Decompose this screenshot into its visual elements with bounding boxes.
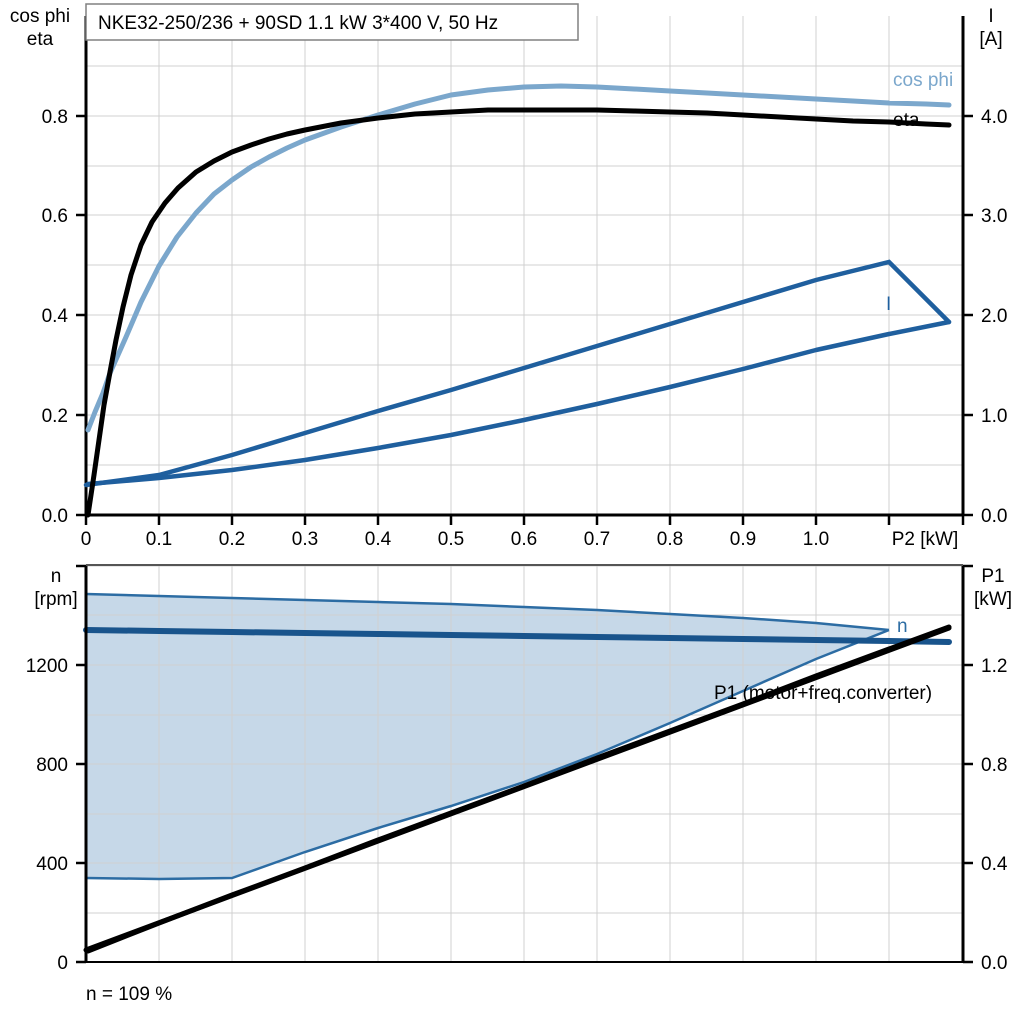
top-right-axis-label-line2: [A] — [979, 29, 1002, 50]
top-chart-horizontal-gridlines — [86, 65, 963, 466]
top-right-tick-0: 0.0 — [981, 506, 1007, 527]
top-right-axis-label-line1: I — [988, 6, 993, 27]
top-chart-right-ticks — [963, 114, 973, 517]
top-left-tick-3: 0.6 — [42, 206, 68, 227]
top-x-tick-6: 0.6 — [511, 529, 537, 550]
bottom-left-tick-3: 1200 — [26, 656, 68, 677]
bottom-right-tick-1: 0.4 — [981, 854, 1008, 875]
bottom-left-tick-1: 400 — [36, 854, 68, 875]
top-x-tick-4: 0.4 — [365, 529, 392, 550]
top-left-tick-0: 0.0 — [42, 506, 68, 527]
top-right-tick-3: 3.0 — [981, 206, 1007, 227]
top-x-tick-7: 0.7 — [584, 529, 610, 550]
eta-series-label: eta — [893, 110, 920, 131]
top-x-axis-label: P2 [kW] — [892, 529, 959, 550]
bottom-right-tick-2: 0.8 — [981, 755, 1007, 776]
bottom-left-axis-label-line1: n — [51, 566, 62, 587]
bottom-right-axis-label-line1: P1 — [981, 566, 1004, 587]
chart-title: NKE32-250/236 + 90SD 1.1 kW 3*400 V, 50 … — [98, 13, 498, 34]
current-series-label: I — [886, 294, 891, 315]
speed-band-lower-line — [85, 628, 890, 881]
current-series-path — [85, 319, 952, 487]
bottom-right-tick-0: 0.0 — [981, 953, 1007, 974]
top-x-tick-10: 1.0 — [803, 529, 829, 550]
bottom-left-tick-0: 0 — [57, 953, 68, 974]
bottom-left-tick-2: 800 — [36, 755, 68, 776]
top-x-tick-2: 0.2 — [219, 529, 245, 550]
title-box — [85, 3, 579, 41]
bottom-left-axis-label-line2: [rpm] — [34, 589, 77, 610]
bottom-chart — [76, 564, 973, 964]
top-left-tick-2: 0.4 — [42, 306, 69, 327]
speed-band-upper-line — [85, 592, 890, 632]
top-right-tick-2: 2.0 — [981, 306, 1007, 327]
top-left-tick-4: 0.8 — [42, 107, 68, 128]
current-curve-line — [83, 259, 952, 488]
top-left-tick-1: 0.2 — [42, 406, 68, 427]
top-x-tick-3: 0.3 — [292, 529, 318, 550]
bottom-right-tick-3: 1.2 — [981, 656, 1007, 677]
p1-series-label: P1 (motor+freq.converter) — [714, 683, 932, 704]
top-x-tick-9: 0.9 — [730, 529, 756, 550]
top-right-tick-1: 1.0 — [981, 406, 1007, 427]
footnote-text: n = 109 % — [86, 984, 172, 1005]
speed-series-path — [83, 627, 952, 645]
top-chart-series — [85, 83, 952, 518]
cos-phi-series-label: cos phi — [893, 70, 953, 91]
speed-series-label: n — [897, 616, 908, 637]
top-left-axis-label-line2: eta — [27, 29, 54, 50]
top-chart — [76, 16, 973, 525]
eta-series-path — [85, 107, 952, 518]
top-chart-left-ticks — [76, 114, 86, 517]
top-chart-x-ticks — [84, 515, 965, 525]
top-x-tick-8: 0.8 — [657, 529, 683, 550]
top-right-tick-4: 4.0 — [981, 107, 1007, 128]
top-x-tick-5: 0.5 — [438, 529, 464, 550]
top-x-tick-0: 0 — [81, 529, 92, 550]
top-x-tick-1: 0.1 — [146, 529, 172, 550]
bottom-chart-right-ticks — [963, 564, 973, 964]
top-left-axis-label-line1: cos phi — [10, 6, 70, 27]
p1-series-path-visible — [85, 624, 952, 954]
bottom-chart-left-ticks — [76, 564, 86, 964]
bottom-right-axis-label-line2: [kW] — [974, 589, 1012, 610]
